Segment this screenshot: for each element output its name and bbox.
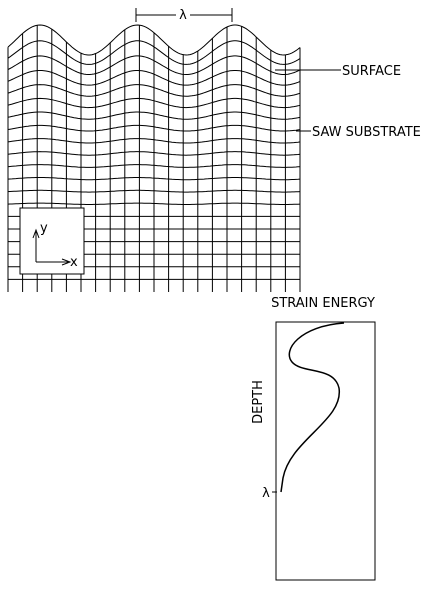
axis-y-label: y <box>40 221 48 236</box>
wavelength-label: λ <box>179 8 187 23</box>
axes-inset <box>19 207 85 275</box>
surface-label: SURFACE <box>342 64 401 79</box>
wavelength-bracket <box>135 8 233 22</box>
substrate-label: SAW SUBSTRATE <box>312 125 421 140</box>
axes-arrows <box>32 228 72 266</box>
axis-x-label: x <box>70 255 78 270</box>
plot-frame <box>275 321 376 581</box>
depth-marker-label: λ <box>262 486 270 501</box>
plot-title: STRAIN ENERGY <box>271 296 375 311</box>
plot-axis-label: DEPTH <box>251 380 266 424</box>
strain-energy-curve <box>280 322 345 493</box>
